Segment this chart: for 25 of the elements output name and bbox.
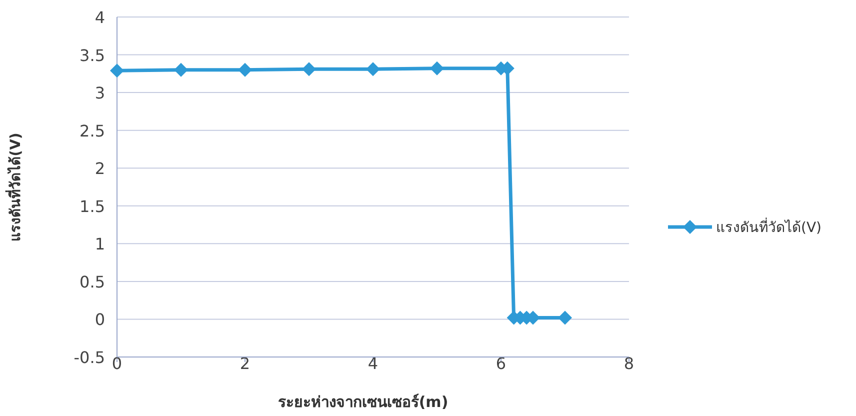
- y-axis-title: แรงดันที่วัดได้(V): [5, 132, 24, 242]
- point: [302, 62, 316, 76]
- y-tick-label: 2.5: [80, 121, 105, 140]
- point: [238, 62, 252, 77]
- legend-label: แรงดันที่วัดได้(V): [716, 218, 822, 236]
- point: [110, 64, 124, 78]
- y-tick-label: 3.5: [80, 46, 105, 65]
- point: [558, 310, 572, 325]
- y-tick-label: 4: [94, 8, 105, 27]
- x-tick-label: 6: [496, 354, 506, 373]
- y-tick-label: 2: [94, 159, 105, 178]
- y-tick-label: 1.5: [80, 196, 105, 216]
- x-tick-label: 2: [240, 354, 250, 373]
- point: [174, 62, 188, 77]
- y-tick-label: 0: [94, 310, 105, 330]
- x-tick-label: 8: [624, 354, 634, 373]
- y-tick-label: 1: [94, 234, 105, 254]
- x-axis-title: ระยะห่างจากเซนเซอร์(m): [278, 393, 448, 411]
- x-tick-label: 4: [368, 354, 378, 373]
- y-tick-label: 3: [94, 84, 105, 103]
- x-tick-label: 0: [112, 354, 122, 373]
- point: [430, 61, 444, 76]
- y-tick-label: 0.5: [80, 272, 105, 292]
- point: [366, 62, 380, 76]
- y-tick-label: -0.5: [74, 348, 105, 367]
